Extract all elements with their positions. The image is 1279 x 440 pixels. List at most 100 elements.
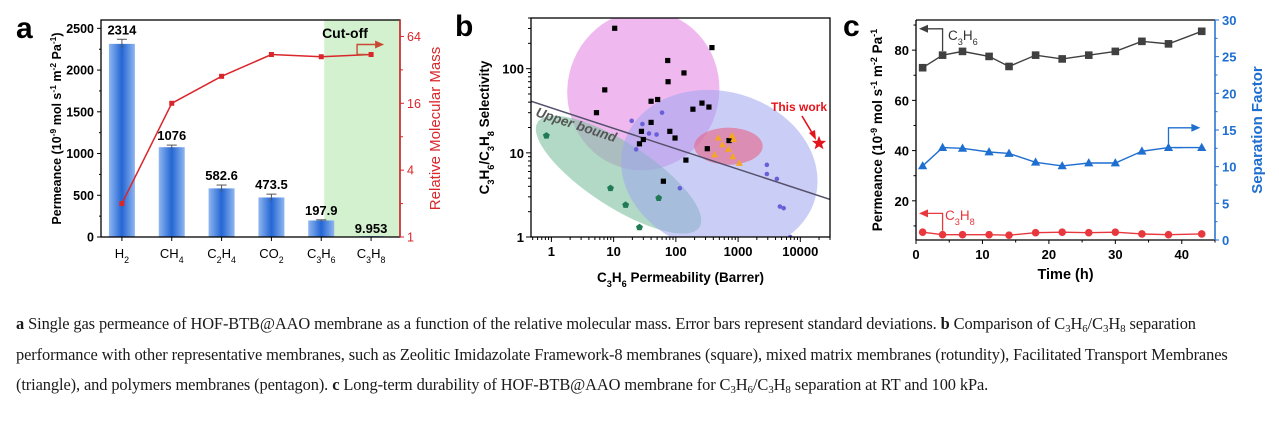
legend-c3h8-part: 3 bbox=[955, 217, 960, 227]
y2-tick-label-a: 64 bbox=[407, 30, 421, 44]
point-square bbox=[672, 135, 678, 141]
point-c3h6 bbox=[1138, 37, 1146, 46]
legend-c3h6-part: H bbox=[963, 28, 973, 43]
this-work-label: This work bbox=[771, 100, 827, 114]
point-triangle bbox=[730, 135, 738, 142]
figure: a 23141076582.6473.5197.99.953Cut-off0500… bbox=[16, 10, 1266, 289]
point-circle bbox=[646, 131, 652, 136]
y2-tick-label-a: 4 bbox=[407, 164, 414, 178]
panel-label-c: c bbox=[843, 10, 860, 43]
point-c3h6 bbox=[1084, 51, 1093, 59]
point-square bbox=[726, 137, 732, 144]
y-axis-label-c-part: mol s bbox=[870, 89, 885, 128]
upper-bound-line bbox=[531, 100, 830, 201]
legend-c3h8-part: 8 bbox=[970, 217, 975, 227]
x-axis-label-b-part: H bbox=[612, 270, 622, 285]
caption-text: 3 bbox=[1065, 323, 1071, 335]
this-work-arrow-head bbox=[809, 130, 816, 140]
y-axis-label-b-part: 6 bbox=[486, 165, 496, 170]
y-tick-label-b: 100 bbox=[502, 62, 524, 77]
molecular-mass-point-C2H4 bbox=[219, 73, 225, 79]
x-tick-label-C3H6-part: 3 bbox=[316, 255, 321, 265]
point-c3h8 bbox=[1164, 230, 1173, 239]
caption-text: Comparison of C bbox=[949, 314, 1066, 333]
point-c3h6 bbox=[1197, 27, 1206, 36]
y-tick-label-c: 20 bbox=[895, 194, 909, 209]
point-triangle bbox=[711, 151, 719, 158]
y-tick-label-b: 1 bbox=[517, 230, 524, 245]
point-circle bbox=[659, 110, 665, 115]
point-c3h8 bbox=[1197, 230, 1206, 238]
point-pentagon bbox=[607, 184, 614, 192]
point-separation-factor bbox=[1197, 142, 1207, 151]
legend-c3h6-part: 3 bbox=[958, 37, 963, 47]
point-square bbox=[612, 25, 618, 31]
x-tick-label-c: 0 bbox=[912, 247, 919, 262]
point-c3h6 bbox=[1164, 40, 1173, 48]
point-c3h6 bbox=[1005, 62, 1013, 71]
point-c3h8 bbox=[985, 230, 993, 239]
y-axis-label-c-part: Pa bbox=[870, 36, 885, 57]
x-tick-label-C2H4-part: 4 bbox=[231, 255, 236, 265]
point-c3h6 bbox=[958, 47, 967, 56]
point-pentagon bbox=[542, 132, 550, 139]
y-tick-label-a: 0 bbox=[87, 231, 94, 245]
legend-c3h8-arrow bbox=[928, 212, 944, 231]
molecular-mass-point-C3H8 bbox=[368, 52, 374, 58]
caption-text: separation performance with other repres… bbox=[16, 314, 1228, 394]
x-axis-label-b-part: C bbox=[597, 270, 607, 285]
x-tick-label-b: 1 bbox=[548, 244, 555, 259]
y2-axis-label-c: Separation Factor bbox=[1249, 66, 1266, 194]
x-tick-label-CO2-part: CO bbox=[259, 246, 279, 261]
point-triangle bbox=[729, 153, 737, 160]
point-c3h8 bbox=[918, 228, 927, 237]
point-square bbox=[683, 157, 689, 163]
caption-text: separation at RT and 100 kPa. bbox=[790, 375, 989, 394]
bar-CH4 bbox=[158, 147, 185, 237]
point-c3h8 bbox=[958, 230, 967, 239]
x-tick-label-CO2: CO2 bbox=[259, 246, 284, 265]
x-tick-label-H2-part: H bbox=[115, 246, 124, 261]
point-separation-factor bbox=[984, 147, 994, 156]
y-axis-label-a-part: -9 bbox=[48, 128, 58, 136]
molecular-mass-point-C3H6 bbox=[318, 54, 324, 60]
caption-panel-ref: b bbox=[940, 314, 950, 333]
caption-text: Long-term durability of HOF-BTB@AAO memb… bbox=[339, 375, 731, 394]
y-tick-label-a: 2500 bbox=[66, 22, 94, 36]
legend-c3h6-part: C bbox=[948, 28, 958, 43]
y-axis-label-a-part: Permeance (10 bbox=[50, 136, 64, 224]
x-tick-label-c: 40 bbox=[1175, 247, 1189, 262]
point-square bbox=[593, 110, 600, 116]
point-square bbox=[648, 119, 654, 125]
caption-text: Single gas permeance of HOF-BTB@AAO memb… bbox=[24, 314, 941, 333]
point-circle bbox=[640, 121, 645, 127]
bar-CO2 bbox=[258, 197, 285, 237]
point-c3h8 bbox=[1058, 228, 1066, 237]
caption-text: H bbox=[1108, 314, 1121, 333]
point-square bbox=[690, 106, 696, 112]
x-tick-label-CH4-part: 4 bbox=[179, 255, 184, 265]
x-tick-label-C3H8-part: C bbox=[357, 246, 366, 261]
point-square bbox=[638, 128, 645, 134]
y-axis-label-a-part: m bbox=[50, 70, 64, 85]
point-separation-factor bbox=[1137, 146, 1147, 155]
point-circle bbox=[764, 171, 770, 177]
point-c3h8 bbox=[1138, 230, 1146, 238]
point-c3h8 bbox=[1084, 228, 1093, 237]
y-axis-label-b-part: 3 bbox=[486, 180, 496, 185]
x-tick-label-C2H4-part: C bbox=[207, 246, 216, 261]
x-tick-label-CO2-part: 2 bbox=[279, 255, 284, 265]
x-tick-label-C3H6-part: C bbox=[307, 246, 316, 261]
legend-c3h8-arrow-head bbox=[919, 209, 928, 218]
caption-text: 6 bbox=[747, 384, 754, 396]
caption-text: H bbox=[1070, 314, 1083, 333]
y2-tick-label-a: 1 bbox=[407, 231, 414, 245]
plot-area-b bbox=[531, 18, 830, 237]
caption-panel-ref: a bbox=[16, 314, 25, 333]
series-line-separation-factor bbox=[922, 146, 1202, 167]
y2-tick-label-c: 20 bbox=[1222, 86, 1236, 101]
legend-c3h8-part: H bbox=[960, 208, 970, 223]
y-tick-label-b: 10 bbox=[510, 146, 524, 161]
y-axis-label-b: C3H6/C3H8 Selectivity bbox=[477, 60, 496, 194]
x-tick-label-CH4-part: CH bbox=[160, 246, 179, 261]
